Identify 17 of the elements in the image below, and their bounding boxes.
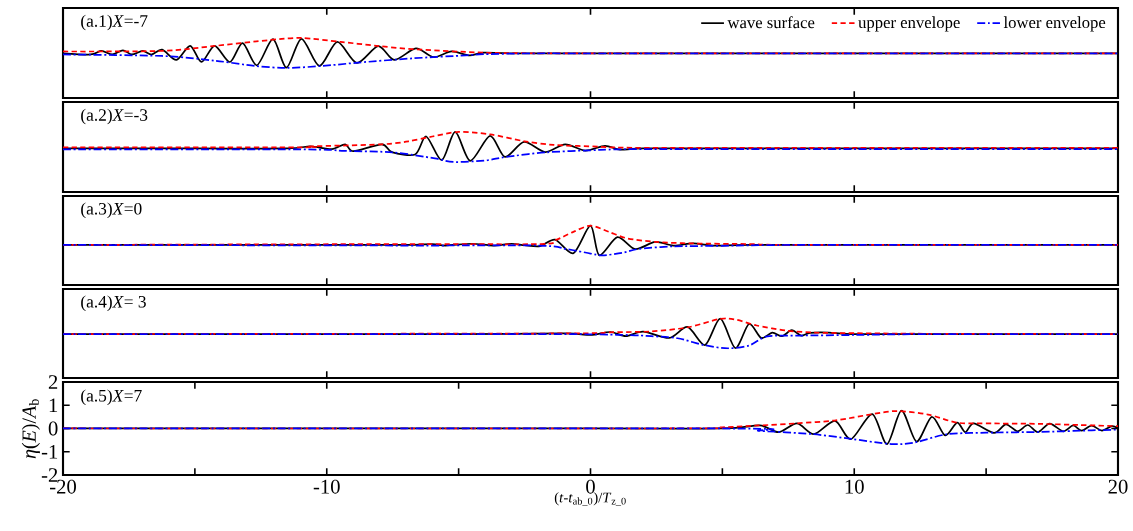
x-tick-label: 0: [586, 479, 595, 494]
y-tick-label: 0: [48, 421, 58, 436]
y-tick-label: 1: [49, 398, 58, 413]
x-tick-label: 20: [1108, 479, 1128, 494]
x-tick-label: 10: [845, 479, 864, 494]
x-tick-label: -10: [313, 479, 340, 494]
y-tick-label: 2: [48, 375, 58, 389]
chart-title: (a.1)X=-7: [81, 14, 148, 31]
chart-title: (a.4)X= 3: [81, 295, 146, 312]
chart-title: (a.2)X=-3: [81, 108, 148, 125]
line-series: [63, 427, 1118, 445]
y-tick-label: -1: [41, 444, 58, 459]
legend-label: upper envelope: [858, 16, 960, 32]
chart-title: (a.5)X=7: [81, 389, 142, 406]
chart-title: (a.3)X=0: [81, 202, 142, 219]
legend-label: lower envelope: [1003, 16, 1106, 32]
legend-label: wave surface: [727, 16, 815, 29]
